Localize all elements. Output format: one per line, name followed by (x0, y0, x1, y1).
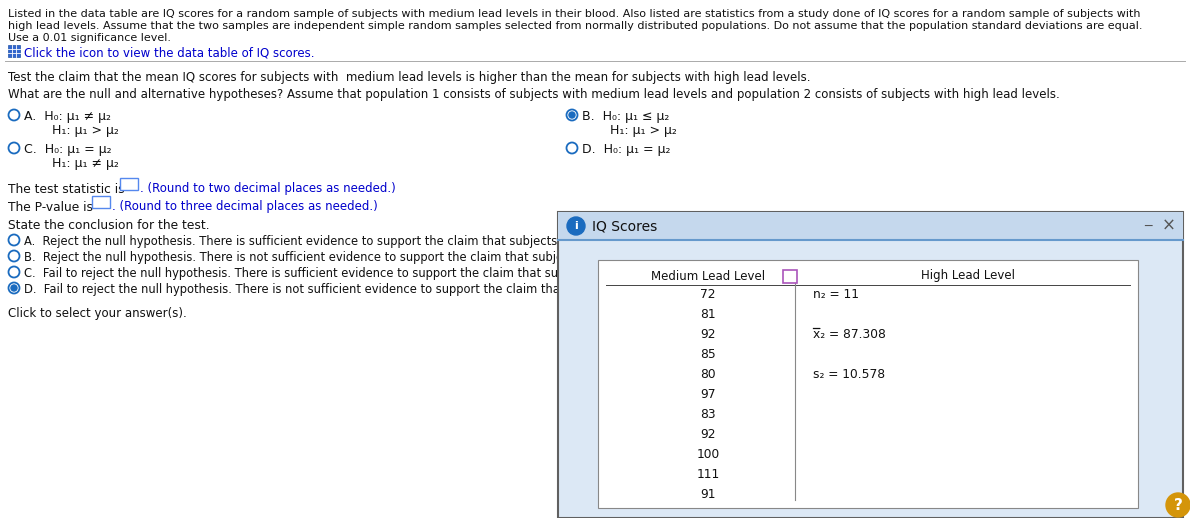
Text: Click to select your answer(s).: Click to select your answer(s). (8, 307, 187, 320)
Text: 92: 92 (700, 427, 715, 440)
Text: Test the claim that the mean IQ scores for subjects with  medium lead levels is : Test the claim that the mean IQ scores f… (8, 71, 810, 84)
Text: 100: 100 (696, 448, 720, 461)
Text: 97: 97 (700, 387, 715, 400)
Text: C.  Fail to reject the null hypothesis. There is sufficient evidence to support : C. Fail to reject the null hypothesis. T… (24, 267, 630, 280)
Text: A.  Reject the null hypothesis. There is sufficient evidence to support the clai: A. Reject the null hypothesis. There is … (24, 235, 630, 248)
Text: . (Round to two decimal places as needed.): . (Round to two decimal places as needed… (140, 182, 396, 195)
Text: The P-value is: The P-value is (8, 201, 93, 214)
Text: high lead levels. Assume that the two samples are independent simple random samp: high lead levels. Assume that the two sa… (8, 21, 1142, 31)
FancyBboxPatch shape (558, 212, 1183, 518)
Text: D.  Fail to reject the null hypothesis. There is not sufficient evidence to supp: D. Fail to reject the null hypothesis. T… (24, 283, 630, 296)
FancyBboxPatch shape (120, 178, 138, 190)
Text: 92: 92 (700, 327, 715, 340)
FancyBboxPatch shape (599, 260, 1138, 508)
Text: What are the null and alternative hypotheses? Assume that population 1 consists : What are the null and alternative hypoth… (8, 88, 1060, 101)
Text: High Lead Level: High Lead Level (921, 269, 1015, 282)
Text: State the conclusion for the test.: State the conclusion for the test. (8, 219, 209, 232)
Text: Click the icon to view the data table of IQ scores.: Click the icon to view the data table of… (24, 46, 314, 59)
Text: 85: 85 (700, 348, 716, 361)
Text: D.  H₀: μ₁ = μ₂: D. H₀: μ₁ = μ₂ (582, 143, 670, 156)
Text: i: i (574, 221, 578, 231)
Text: 80: 80 (700, 367, 716, 381)
Text: ?: ? (1173, 497, 1183, 512)
Text: 91: 91 (700, 487, 715, 500)
Text: B.  H₀: μ₁ ≤ μ₂: B. H₀: μ₁ ≤ μ₂ (582, 110, 669, 123)
Circle shape (11, 285, 17, 291)
Circle shape (566, 217, 585, 235)
Text: s₂ = 10.578: s₂ = 10.578 (813, 367, 885, 381)
Circle shape (1166, 493, 1190, 517)
Text: B.  Reject the null hypothesis. There is not sufficient evidence to support the : B. Reject the null hypothesis. There is … (24, 251, 631, 264)
Text: 83: 83 (700, 408, 716, 421)
FancyBboxPatch shape (92, 196, 109, 208)
Text: . (Round to three decimal places as needed.): . (Round to three decimal places as need… (112, 200, 377, 213)
FancyBboxPatch shape (558, 212, 1183, 240)
FancyBboxPatch shape (783, 270, 797, 283)
Text: C.  H₀: μ₁ = μ₂: C. H₀: μ₁ = μ₂ (24, 143, 112, 156)
Text: H₁: μ₁ > μ₂: H₁: μ₁ > μ₂ (582, 124, 677, 137)
Text: IQ Scores: IQ Scores (591, 219, 657, 233)
Text: H₁: μ₁ ≠ μ₂: H₁: μ₁ ≠ μ₂ (24, 157, 119, 170)
Text: x̅₂ = 87.308: x̅₂ = 87.308 (813, 327, 885, 340)
Text: n₂ = 11: n₂ = 11 (813, 287, 859, 300)
Text: ─: ─ (1145, 220, 1152, 233)
Text: Listed in the data table are IQ scores for a random sample of subjects with medi: Listed in the data table are IQ scores f… (8, 9, 1140, 19)
Text: A.  H₀: μ₁ ≠ μ₂: A. H₀: μ₁ ≠ μ₂ (24, 110, 111, 123)
Circle shape (569, 112, 575, 118)
Text: 72: 72 (700, 287, 715, 300)
Text: Medium Lead Level: Medium Lead Level (651, 269, 765, 282)
Text: Use a 0.01 significance level.: Use a 0.01 significance level. (8, 33, 171, 43)
Text: H₁: μ₁ > μ₂: H₁: μ₁ > μ₂ (24, 124, 119, 137)
Text: The test statistic is: The test statistic is (8, 183, 125, 196)
Text: 81: 81 (700, 308, 716, 321)
Text: 111: 111 (696, 468, 720, 481)
Text: ×: × (1163, 217, 1176, 235)
FancyBboxPatch shape (8, 45, 20, 57)
